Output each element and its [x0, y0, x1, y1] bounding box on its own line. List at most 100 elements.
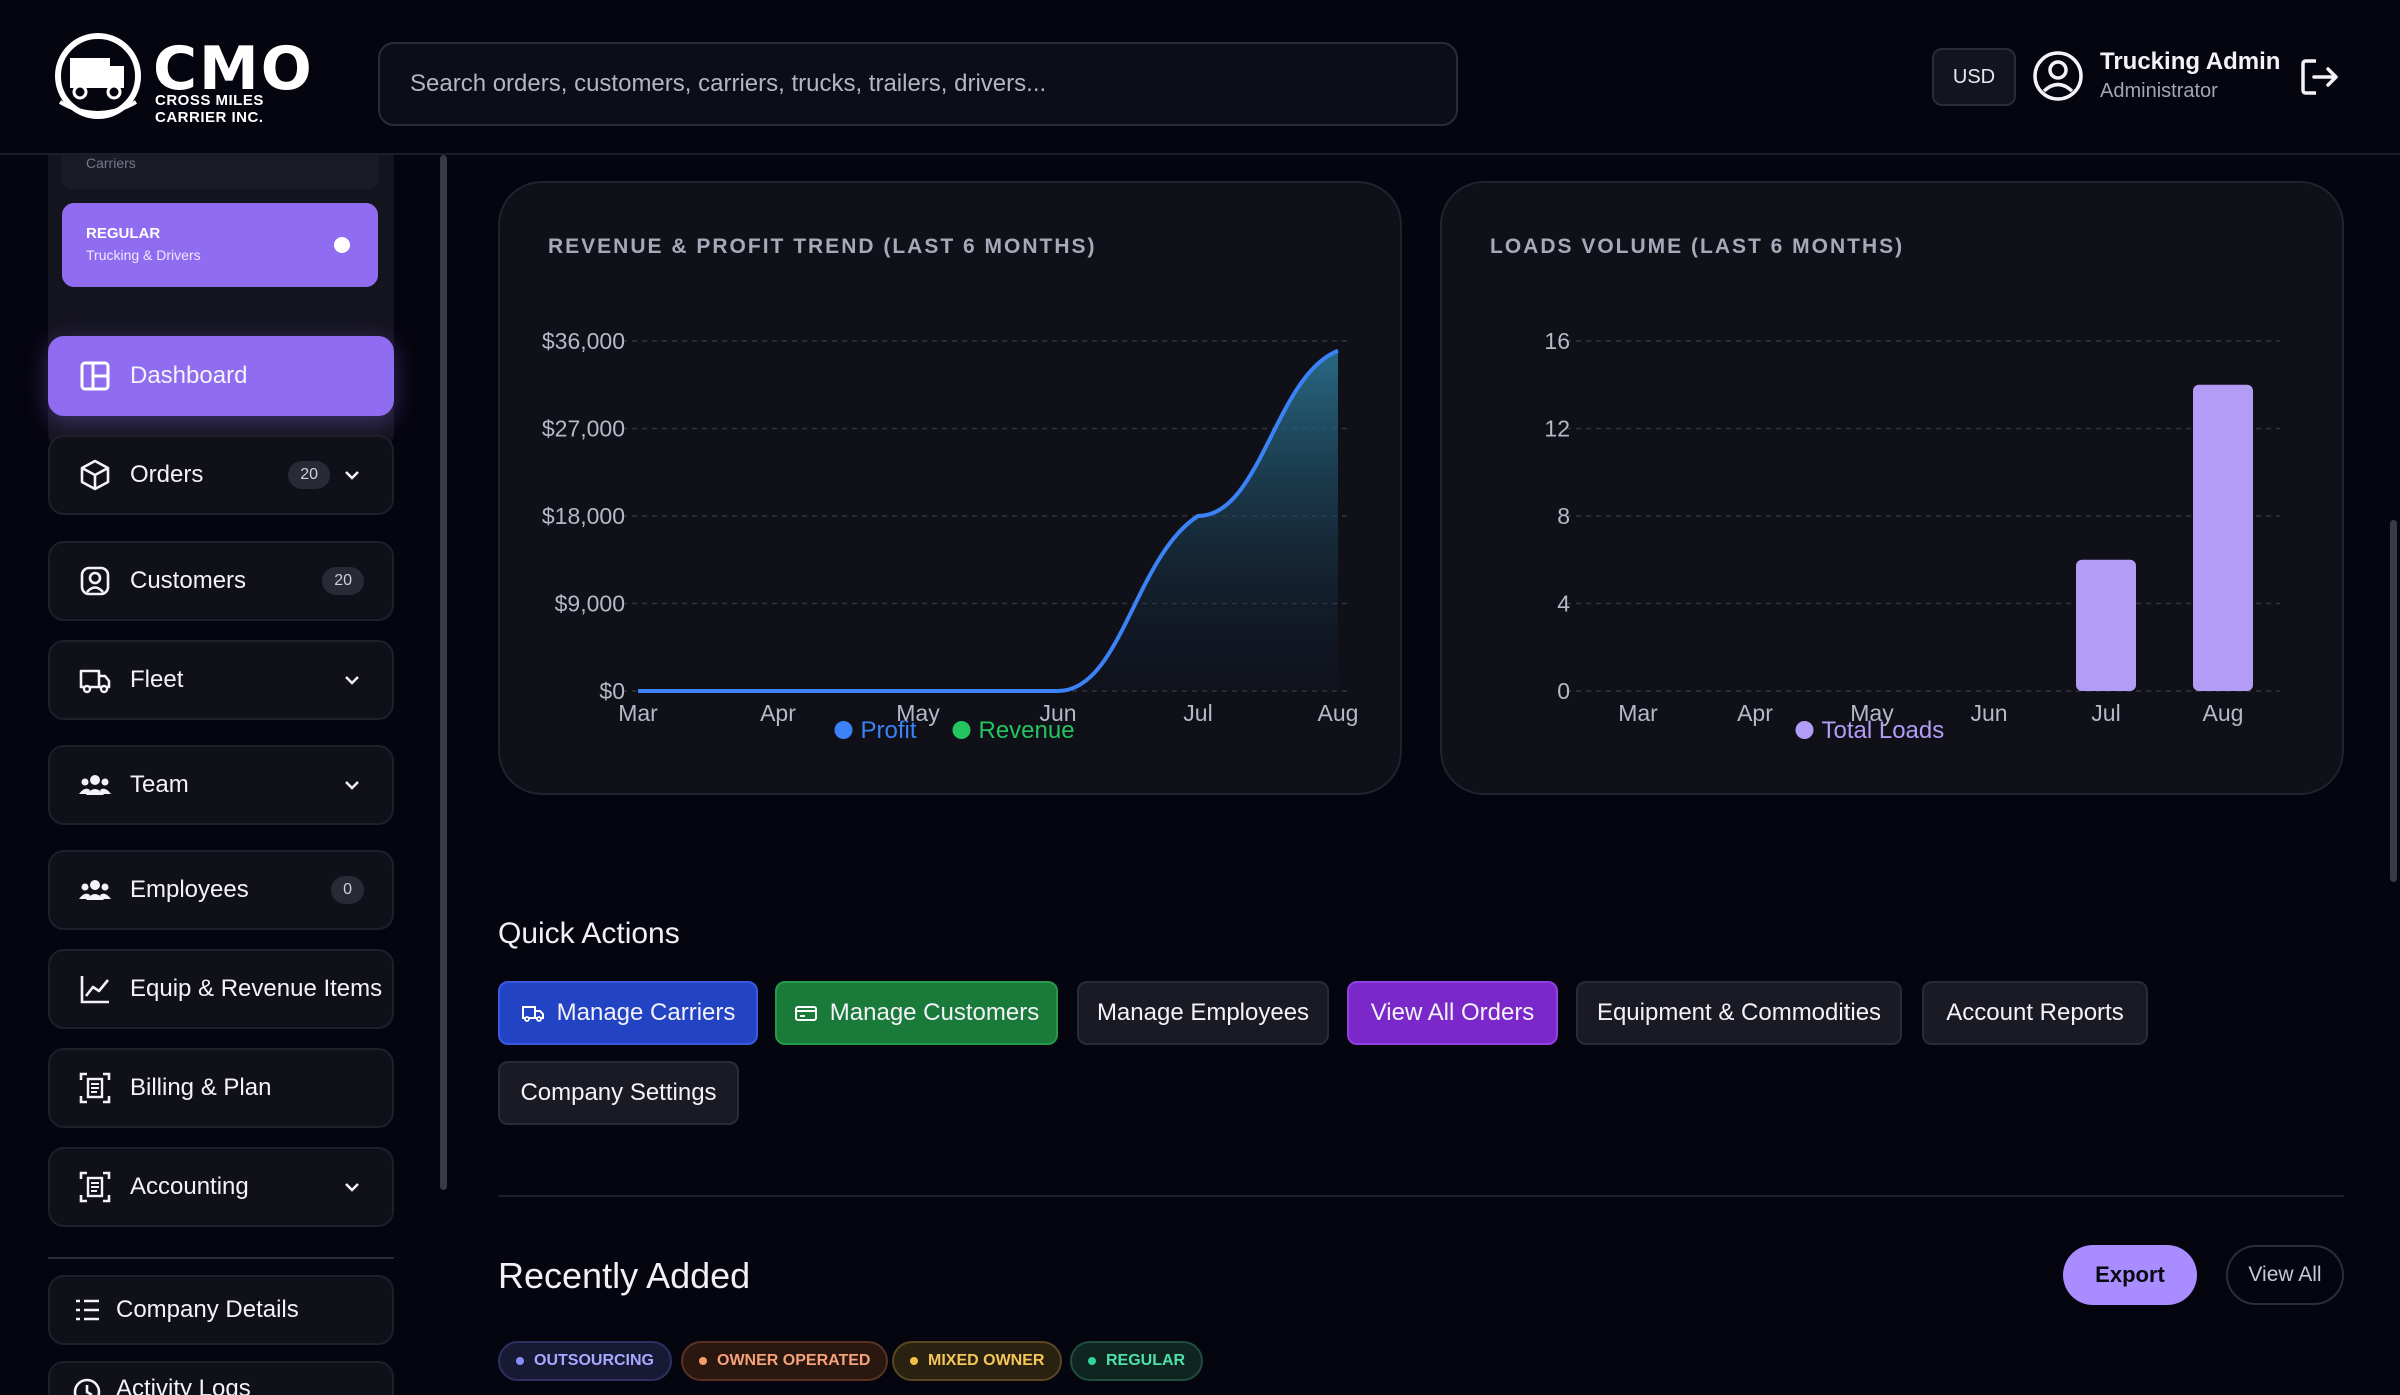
- tag-label: OWNER OPERATED: [717, 1352, 871, 1369]
- sidebar-item-label: Team: [130, 771, 189, 798]
- sidebar-item-billing[interactable]: Billing & Plan: [48, 1048, 394, 1128]
- chevron-down-icon: [345, 471, 359, 480]
- company-logo[interactable]: CMO CROSS MILES CARRIER INC.: [48, 30, 338, 126]
- manage-customers-label: Manage Customers: [829, 999, 1040, 1026]
- currency-selector[interactable]: USD: [1932, 48, 2016, 106]
- receipt-icon: [79, 1171, 111, 1203]
- y-tick-label: $27,000: [542, 416, 625, 442]
- equipment-commodities-button[interactable]: Equipment & Commodities: [1576, 981, 1902, 1045]
- logo-subtitle: CROSS MILES CARRIER INC.: [155, 92, 264, 126]
- tag-label: MIXED OWNER: [928, 1352, 1045, 1369]
- sidebar-item-activity-logs[interactable]: Activity Logs: [48, 1361, 394, 1395]
- segment-carriers-label: Carriers: [86, 155, 136, 171]
- y-tick-label: $9,000: [555, 591, 625, 617]
- truck-icon: [79, 669, 111, 694]
- segment-regular[interactable]: REGULAR Trucking & Drivers: [62, 203, 378, 287]
- manage-carriers-button[interactable]: Manage Carriers: [498, 981, 758, 1045]
- sidebar-item-dashboard[interactable]: Dashboard: [48, 336, 394, 416]
- top-bar: CMO CROSS MILES CARRIER INC. USD Truckin…: [0, 0, 2400, 155]
- box-icon: [80, 459, 110, 491]
- company-settings-button[interactable]: Company Settings: [498, 1061, 739, 1125]
- users-icon: [79, 880, 111, 900]
- tag-owner-operated[interactable]: OWNER OPERATED: [681, 1341, 889, 1381]
- global-search: [378, 42, 1458, 126]
- loads-bar: [2076, 559, 2136, 691]
- account-reports-label: Account Reports: [1946, 999, 2124, 1026]
- tag-dot: [1088, 1357, 1096, 1365]
- sidebar-item-team[interactable]: Team: [48, 745, 394, 825]
- x-tick-label: Mar: [618, 700, 658, 726]
- x-tick-label: May: [1850, 700, 1894, 726]
- x-tick-label: Jul: [1183, 700, 1212, 726]
- x-tick-label: Jul: [2091, 700, 2120, 726]
- legend-label: Revenue: [979, 717, 1075, 744]
- user-avatar-icon[interactable]: [2032, 50, 2084, 102]
- segment-regular-subtitle: Trucking & Drivers: [86, 247, 201, 263]
- sidebar: Carriers REGULAR Trucking & Drivers Dash…: [0, 155, 450, 1395]
- export-button[interactable]: Export: [2063, 1245, 2197, 1305]
- legend-label: Total Loads: [1822, 717, 1945, 744]
- manage-employees-label: Manage Employees: [1096, 999, 1310, 1026]
- orders-count-badge: 20: [288, 461, 330, 489]
- section-divider: [498, 1195, 2344, 1197]
- y-tick-label: 8: [1557, 503, 1570, 529]
- tag-outsourcing[interactable]: OUTSOURCING: [498, 1341, 672, 1381]
- manage-employees-button[interactable]: Manage Employees: [1077, 981, 1329, 1045]
- view-all-orders-button[interactable]: View All Orders: [1347, 981, 1558, 1045]
- y-tick-label: 16: [1544, 328, 1570, 354]
- x-tick-label: Mar: [1618, 700, 1658, 726]
- sidebar-item-label: Company Details: [116, 1296, 299, 1323]
- sidebar-item-accounting[interactable]: Accounting: [48, 1147, 394, 1227]
- x-tick-label: May: [896, 700, 940, 726]
- chevron-down-icon: [345, 676, 359, 685]
- loads-volume-card: LOADS VOLUME (LAST 6 MONTHS) 0 4 8 12 16 Mar A…: [1440, 181, 2344, 795]
- receipt-icon: [79, 1072, 111, 1104]
- sidebar-item-fleet[interactable]: Fleet: [48, 640, 394, 720]
- sidebar-item-label: Employees: [130, 876, 249, 903]
- revenue-area: [638, 350, 1338, 691]
- sidebar-scrollbar[interactable]: [440, 155, 447, 1190]
- x-tick-label: Jun: [1039, 700, 1076, 726]
- view-all-orders-label: View All Orders: [1370, 999, 1535, 1026]
- sidebar-item-label: Fleet: [130, 666, 184, 693]
- tag-mixed-owner[interactable]: MIXED OWNER: [892, 1341, 1063, 1381]
- logout-icon[interactable]: [2298, 55, 2342, 99]
- loads-volume-chart: 0 4 8 12 16 Mar Apr May Jun Jul Aug Total Loads: [1544, 328, 2280, 744]
- sidebar-item-label: Dashboard: [130, 362, 248, 389]
- tag-label: OUTSOURCING: [534, 1352, 654, 1369]
- truck-icon: [521, 1006, 544, 1022]
- sidebar-item-label: Equip & Revenue Items: [130, 975, 383, 1002]
- search-input[interactable]: [380, 44, 1456, 124]
- account-reports-button[interactable]: Account Reports: [1922, 981, 2148, 1045]
- truck-logo-icon: [55, 33, 141, 119]
- sidebar-item-equip-revenue[interactable]: Equip & Revenue Items: [48, 949, 394, 1029]
- revenue-profit-chart: $0 $9,000 $18,000 $27,000 $36,000 Mar Apr May Ju…: [542, 328, 1359, 744]
- customers-count-badge: 20: [322, 567, 364, 595]
- tag-regular[interactable]: REGULAR: [1070, 1341, 1204, 1381]
- legend-swatch: [834, 721, 853, 739]
- tag-dot: [516, 1357, 524, 1365]
- dashboard-icon: [80, 361, 110, 391]
- sidebar-item-company-details[interactable]: Company Details: [48, 1275, 394, 1345]
- tag-dot: [699, 1357, 707, 1365]
- sidebar-item-customers[interactable]: Customers 20: [48, 541, 394, 621]
- segment-regular-title: REGULAR: [86, 225, 161, 242]
- view-all-button[interactable]: View All: [2226, 1245, 2344, 1305]
- manage-customers-button[interactable]: Manage Customers: [775, 981, 1058, 1045]
- company-settings-label: Company Settings: [520, 1079, 717, 1106]
- main-scrollbar[interactable]: [2390, 520, 2397, 882]
- revenue-chart-title: REVENUE & PROFIT TREND (LAST 6 MONTHS): [548, 235, 1097, 258]
- loads-chart-title: LOADS VOLUME (LAST 6 MONTHS): [1490, 235, 1905, 258]
- user-name: Trucking Admin: [2100, 48, 2281, 75]
- tag-dot: [910, 1357, 918, 1365]
- y-tick-label: 4: [1557, 591, 1570, 617]
- sidebar-item-orders[interactable]: Orders 20: [48, 435, 394, 515]
- tag-label: REGULAR: [1106, 1352, 1186, 1369]
- users-icon: [79, 775, 111, 795]
- chevron-down-icon: [345, 781, 359, 790]
- sidebar-divider: [48, 1257, 394, 1259]
- sidebar-item-employees[interactable]: Employees 0: [48, 850, 394, 930]
- x-tick-label: Jun: [1970, 700, 2007, 726]
- user-circle-icon: [80, 566, 110, 596]
- segment-carriers[interactable]: Carriers: [62, 155, 378, 189]
